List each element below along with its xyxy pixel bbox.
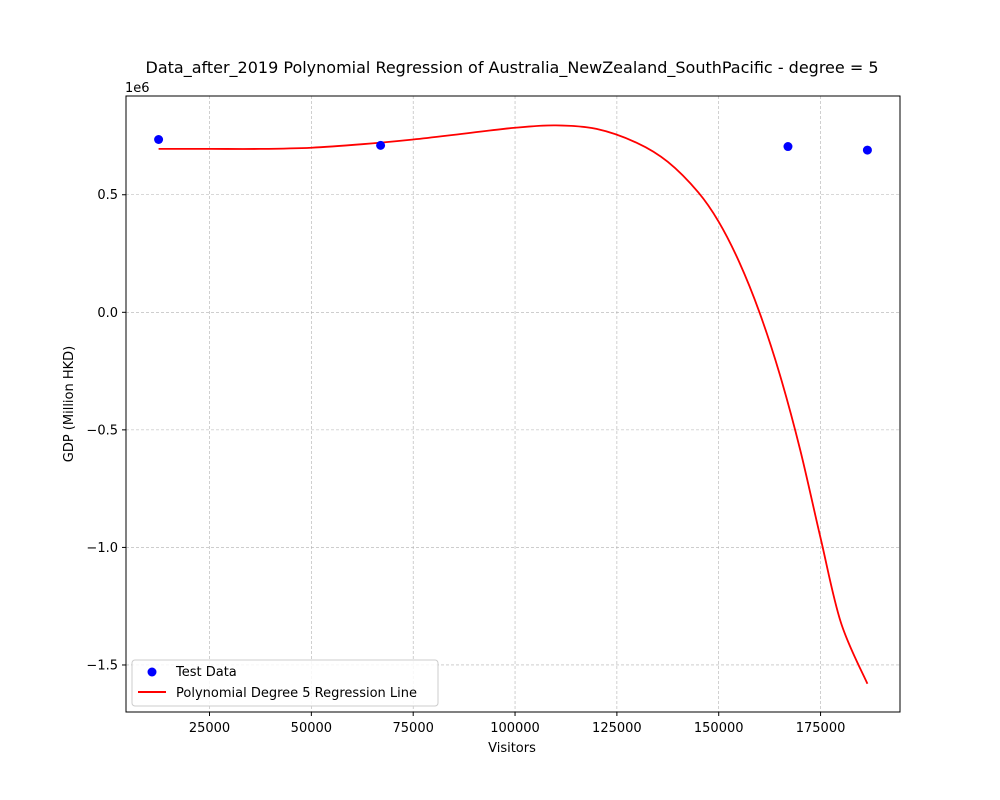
x-tick-label: 25000 xyxy=(189,721,230,736)
x-axis-label: Visitors xyxy=(488,741,536,756)
tick-layer: 25000 50000 75000 100000 125000 150000 175000 0… xyxy=(86,188,845,736)
regression-line xyxy=(158,124,869,685)
legend-scatter-marker xyxy=(147,667,157,677)
x-tick-label: 175000 xyxy=(796,721,846,736)
y-tick-label: −1.0 xyxy=(86,541,118,556)
line-layer xyxy=(158,124,869,685)
x-tick-label: 50000 xyxy=(291,721,332,736)
test-data-point xyxy=(783,142,793,152)
chart-title: Data_after_2019 Polynomial Regression of… xyxy=(146,58,879,78)
x-tick-label: 150000 xyxy=(694,721,744,736)
grid-layer xyxy=(126,96,900,712)
x-tick-label: 75000 xyxy=(393,721,434,736)
legend: Test Data Polynomial Degree 5 Regression… xyxy=(131,659,439,707)
x-tick-label: 125000 xyxy=(592,721,642,736)
y-tick-label: −1.5 xyxy=(86,658,118,673)
legend-label-test-data: Test Data xyxy=(175,665,237,680)
y-axis-label: GDP (Million HKD) xyxy=(62,346,77,463)
legend-label-regression-line: Polynomial Degree 5 Regression Line xyxy=(176,686,417,701)
test-data-point xyxy=(154,134,164,144)
test-data-point xyxy=(862,145,872,155)
y-tick-label: 0.5 xyxy=(97,188,118,203)
point-layer xyxy=(154,134,872,155)
y-tick-label: 0.0 xyxy=(97,306,118,321)
x-tick-label: 100000 xyxy=(490,721,540,736)
plot-frame xyxy=(125,95,901,713)
y-tick-label: −0.5 xyxy=(86,423,118,438)
test-data-point xyxy=(376,140,386,150)
legend-box xyxy=(131,659,439,707)
y-offset-label: 1e6 xyxy=(125,81,150,96)
